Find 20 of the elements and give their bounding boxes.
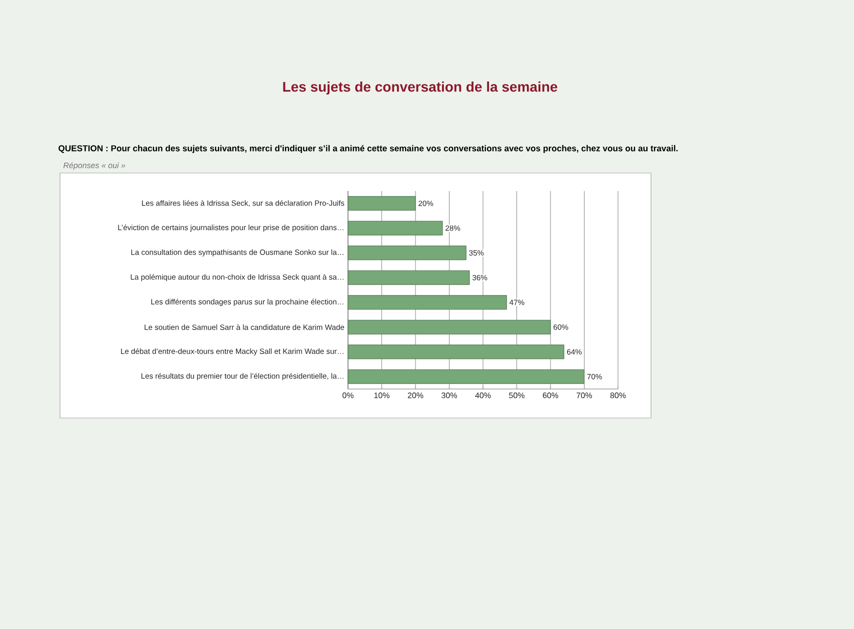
- chart-subtitle: QUESTION : Pour chacun des sujets suivants, merci d'indiquer s’il a animé cette semaine vos conversations avec vos proches, chez vous ou au travail.: [58, 144, 678, 154]
- x-tick-label: 60%: [542, 392, 558, 398]
- bar: [348, 369, 584, 384]
- x-tick-label: 0%: [342, 392, 354, 398]
- bar: [348, 196, 416, 211]
- bar: [348, 246, 466, 260]
- x-tick-label: 70%: [576, 392, 592, 398]
- x-tick-label: 10%: [374, 392, 390, 398]
- x-tick-label: 30%: [442, 392, 457, 398]
- bar: [348, 344, 564, 360]
- bar: [348, 220, 443, 236]
- text: Réponses « oui »: [63, 162, 126, 170]
- chart-title: Les sujets de conversation de la semaine: [283, 81, 558, 95]
- x-tick-label: 40%: [475, 392, 491, 398]
- bar: [348, 320, 551, 334]
- x-tick-label: 80%: [610, 392, 626, 398]
- bar: [348, 270, 470, 285]
- x-tick-label: 50%: [509, 392, 524, 398]
- bar: [348, 295, 507, 310]
- x-tick-label: 20%: [408, 392, 424, 398]
